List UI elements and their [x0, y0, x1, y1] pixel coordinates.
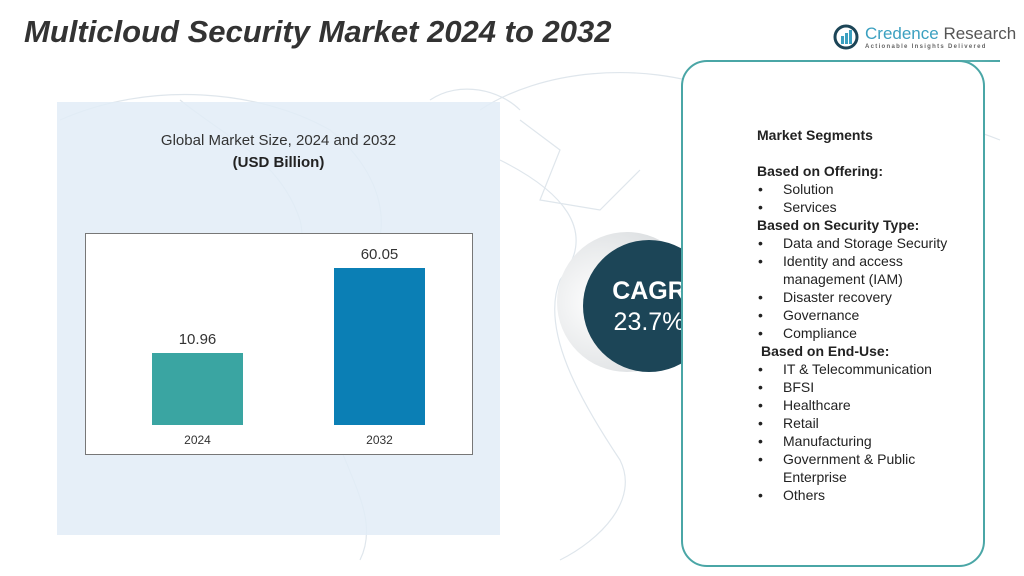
segment-item: • IT & Telecommunication — [757, 360, 947, 378]
segment-item-label: Governance — [783, 307, 860, 323]
market-segments: Market Segments Based on Offering: • Solut… — [757, 126, 947, 504]
bullet-icon: • — [758, 433, 763, 449]
segment-item: • Retail — [757, 414, 947, 432]
x-tick-label: 2032 — [366, 433, 393, 447]
segment-item: • Solution — [757, 180, 947, 198]
bullet-icon: • — [758, 235, 763, 251]
segment-group-title: Based on Security Type: — [757, 217, 920, 233]
bullet-icon: • — [758, 415, 763, 431]
segment-item-label: Manufacturing — [783, 433, 872, 449]
page-title: Multicloud Security Market 2024 to 2032 — [24, 14, 612, 49]
data-label: 60.05 — [360, 246, 399, 263]
bullet-icon: • — [758, 181, 763, 197]
segment-item: • Governance — [757, 306, 947, 324]
segment-group-title: Based on End-Use: — [761, 343, 890, 359]
segment-item-label: Healthcare — [783, 397, 851, 413]
segment-item: • Services — [757, 198, 947, 216]
segment-item-label: Solution — [783, 181, 834, 197]
segment-item-label: BFSI — [783, 379, 815, 395]
chart-unit: (USD Billion) — [232, 154, 325, 171]
cagr-value: 23.7% — [613, 308, 685, 336]
segments-heading: Market Segments — [757, 127, 873, 143]
bullet-icon: • — [758, 199, 763, 215]
bullet-icon: • — [758, 451, 763, 467]
bullet-icon — [757, 270, 783, 288]
segment-item: • Others — [757, 486, 947, 504]
segment-item-label: Others — [783, 487, 826, 503]
x-tick-label: 2024 — [184, 433, 211, 447]
bullet-icon: • — [758, 253, 763, 269]
segment-item-label: Enterprise — [783, 469, 847, 485]
segment-item-label: Compliance — [783, 325, 857, 341]
segment-item: • Manufacturing — [757, 432, 947, 450]
logo-tagline: Actionable Insights Delivered — [865, 44, 987, 50]
segment-item: • Compliance — [757, 324, 947, 342]
segment-item: Enterprise — [757, 468, 947, 486]
segment-item-label: Identity and access — [783, 253, 903, 269]
bullet-icon: • — [758, 325, 763, 341]
segment-item-label: Retail — [783, 415, 819, 431]
segment-item-label: Government & Public — [783, 451, 916, 467]
segment-item: • Identity and access — [757, 252, 947, 270]
bullet-icon: • — [758, 361, 763, 377]
bar-2024 — [152, 353, 243, 425]
segment-item: • Healthcare — [757, 396, 947, 414]
logo-name-1: Credence — [865, 24, 939, 43]
credence-research-logo: Credence Research Actionable Insights De… — [833, 24, 1016, 50]
segments-panel — [681, 60, 985, 567]
logo-icon — [833, 24, 859, 50]
segment-item-label: IT & Telecommunication — [783, 361, 932, 377]
bullet-icon: • — [758, 397, 763, 413]
segment-item: management (IAM) — [757, 270, 947, 288]
segment-item-label: Services — [783, 199, 837, 215]
bullet-icon — [757, 468, 783, 486]
logo-name-2: Research — [938, 24, 1017, 43]
chart-title: Global Market Size, 2024 and 2032 — [160, 132, 397, 149]
bullet-icon: • — [758, 307, 763, 323]
segment-item-label: Disaster recovery — [783, 289, 892, 305]
bullet-icon: • — [758, 487, 763, 503]
bar-2032 — [334, 268, 425, 425]
segment-item: • Data and Storage Security — [757, 234, 947, 252]
segment-item: • Government & Public — [757, 450, 947, 468]
data-label: 10.96 — [178, 331, 217, 349]
segment-item-label: Data and Storage Security — [783, 235, 948, 251]
segment-item: • BFSI — [757, 378, 947, 396]
bar-chart: 10.96 2024 60.05 2032 — [85, 233, 473, 455]
segment-group-title: Based on Offering: — [757, 163, 884, 179]
segment-item-label: management (IAM) — [783, 271, 903, 287]
bullet-icon: • — [758, 379, 763, 395]
bullet-icon: • — [758, 289, 763, 305]
cagr-label: CAGR — [612, 277, 686, 305]
segment-item: • Disaster recovery — [757, 288, 947, 306]
